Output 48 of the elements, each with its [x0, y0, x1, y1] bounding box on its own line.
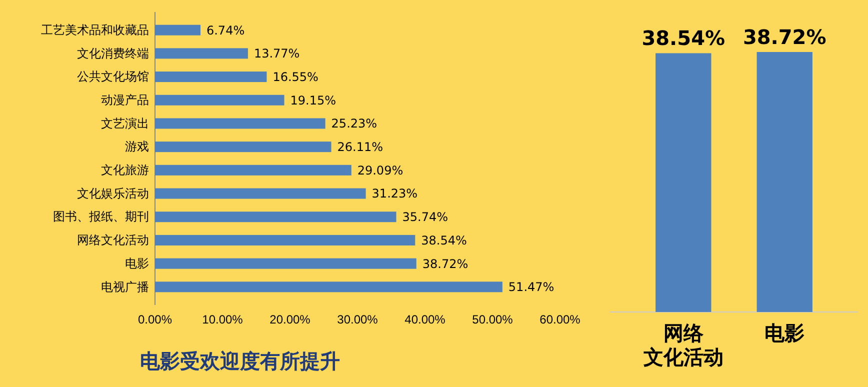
data-label: 6.74%: [206, 23, 245, 38]
y-tick-label: 动漫产品: [101, 92, 149, 107]
y-tick-label: 公共文化场馆: [77, 70, 149, 84]
data-label: 13.77%: [254, 46, 300, 61]
x-tick-label: 网络文化活动: [642, 321, 724, 369]
bar: [155, 234, 416, 246]
x-tick-label: 10.00%: [202, 312, 244, 327]
y-tick-label: 电影: [125, 256, 149, 270]
bar: [155, 118, 326, 129]
x-tick-label: 电影: [764, 321, 805, 345]
bar: [155, 212, 396, 222]
bar: [155, 188, 366, 199]
data-label: 16.55%: [272, 70, 318, 84]
data-label: 38.72%: [422, 256, 468, 271]
y-tick-label: 工艺美术品和收藏品: [41, 22, 149, 37]
y-tick-label: 文化旅游: [101, 163, 149, 178]
data-label: 38.54%: [421, 233, 467, 248]
x-tick-label: 0.00%: [138, 312, 172, 327]
data-label: 38.72%: [742, 25, 826, 49]
bar: [155, 142, 332, 152]
y-tick-label: 文艺演出: [101, 116, 149, 130]
data-label: 35.74%: [402, 210, 448, 224]
y-tick-label: 文化娱乐活动: [77, 186, 149, 200]
x-tick-label: 20.00%: [270, 312, 311, 327]
text: 电影受欢迎度有所提升: [140, 349, 340, 373]
y-tick-label: 游戏: [125, 140, 149, 154]
x-tick-label: 60.00%: [540, 312, 581, 327]
bar: [155, 72, 267, 82]
bar: [155, 24, 200, 36]
data-label: 29.09%: [357, 163, 404, 178]
x-tick-label: 40.00%: [404, 312, 446, 327]
y-tick-label: 文化消费终端: [77, 46, 149, 60]
bar: [155, 48, 248, 59]
bar: [155, 258, 416, 269]
y-tick-label: 网络文化活动: [77, 233, 149, 248]
data-label: 51.47%: [508, 280, 554, 294]
bar: [155, 164, 352, 176]
y-tick-label: 电视广播: [101, 280, 149, 294]
x-tick-label: 50.00%: [472, 312, 514, 327]
data-label: 26.11%: [337, 140, 384, 154]
bar: [155, 282, 502, 292]
data-label: 31.23%: [372, 186, 418, 201]
bar: [155, 94, 284, 106]
data-label: 19.15%: [290, 93, 336, 108]
y-tick-label: 图书、报纸、期刊: [53, 210, 149, 224]
data-label: 38.54%: [642, 26, 726, 50]
data-label: 25.23%: [331, 116, 378, 131]
x-tick-label: 30.00%: [337, 312, 378, 327]
